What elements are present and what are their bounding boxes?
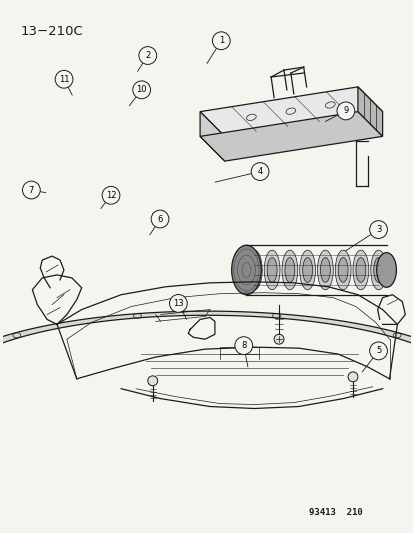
Ellipse shape	[317, 250, 332, 290]
Circle shape	[234, 337, 252, 354]
Circle shape	[147, 376, 157, 386]
Circle shape	[273, 334, 283, 344]
Text: 93413  210: 93413 210	[308, 508, 361, 518]
Text: 6: 6	[157, 214, 162, 223]
Circle shape	[133, 81, 150, 99]
Text: 5: 5	[375, 346, 380, 356]
Circle shape	[22, 181, 40, 199]
Polygon shape	[199, 111, 224, 161]
Circle shape	[102, 187, 120, 204]
Ellipse shape	[284, 257, 294, 282]
Circle shape	[138, 46, 156, 64]
Ellipse shape	[337, 257, 347, 282]
Text: 11: 11	[59, 75, 69, 84]
Ellipse shape	[352, 250, 368, 290]
Text: 7: 7	[28, 185, 34, 195]
Ellipse shape	[266, 257, 276, 282]
Circle shape	[55, 70, 73, 88]
Circle shape	[169, 295, 187, 312]
Ellipse shape	[302, 257, 312, 282]
Ellipse shape	[355, 257, 365, 282]
Text: 4: 4	[257, 167, 262, 176]
Ellipse shape	[249, 257, 259, 282]
Polygon shape	[0, 311, 413, 370]
Text: 9: 9	[342, 107, 348, 116]
Circle shape	[251, 163, 268, 181]
Ellipse shape	[376, 253, 396, 287]
Text: 13−210C: 13−210C	[21, 25, 83, 37]
Text: 1: 1	[218, 36, 223, 45]
Text: 3: 3	[375, 225, 380, 234]
Circle shape	[336, 102, 354, 120]
Ellipse shape	[299, 250, 315, 290]
Polygon shape	[199, 87, 382, 136]
Ellipse shape	[246, 250, 261, 290]
Ellipse shape	[231, 245, 261, 295]
Circle shape	[369, 342, 387, 360]
Text: 13: 13	[173, 299, 183, 308]
Ellipse shape	[373, 257, 383, 282]
Ellipse shape	[263, 250, 279, 290]
Ellipse shape	[281, 250, 297, 290]
Circle shape	[369, 221, 387, 238]
Ellipse shape	[370, 250, 386, 290]
Text: 10: 10	[136, 85, 147, 94]
Text: 8: 8	[240, 341, 246, 350]
Ellipse shape	[320, 257, 330, 282]
Polygon shape	[199, 111, 382, 161]
Circle shape	[347, 372, 357, 382]
Circle shape	[151, 210, 169, 228]
Text: 2: 2	[145, 51, 150, 60]
Circle shape	[212, 32, 230, 50]
Ellipse shape	[335, 250, 350, 290]
Text: 12: 12	[105, 191, 116, 200]
Polygon shape	[357, 87, 382, 136]
